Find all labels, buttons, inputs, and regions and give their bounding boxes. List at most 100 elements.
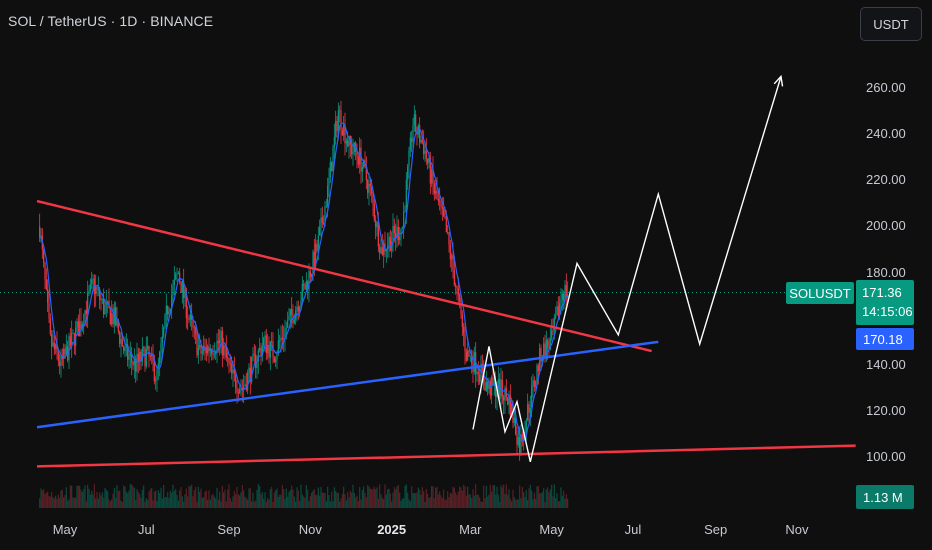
candle — [304, 282, 306, 290]
volume-bar — [200, 488, 202, 508]
candle — [357, 154, 359, 168]
candle — [404, 205, 406, 213]
volume-bar — [60, 490, 62, 508]
candle — [181, 280, 183, 304]
candle — [379, 243, 381, 260]
volume-bar — [401, 498, 403, 508]
volume-bar — [539, 493, 541, 508]
candle — [161, 324, 163, 355]
candle — [152, 344, 154, 372]
price-tick-label: 180.00 — [866, 264, 906, 280]
candle — [208, 337, 210, 364]
candle — [351, 136, 353, 160]
candle — [469, 355, 471, 362]
volume-bar — [85, 501, 87, 508]
candle — [427, 158, 429, 170]
candle — [397, 219, 399, 246]
candle — [101, 298, 103, 305]
volume-bar — [284, 498, 286, 508]
volume-bar — [192, 496, 194, 508]
volume-bar — [511, 501, 513, 508]
candle — [443, 197, 445, 218]
candle — [137, 347, 139, 374]
volume-bar — [324, 493, 326, 508]
candle — [368, 172, 370, 206]
volume-bar — [189, 486, 191, 508]
candle — [556, 301, 558, 316]
candle — [520, 424, 522, 456]
volume-bar — [260, 494, 262, 508]
volume-bar — [55, 495, 57, 508]
volume-bar — [119, 490, 121, 508]
volume-bar — [147, 499, 149, 508]
candle — [83, 313, 85, 335]
candle — [403, 202, 405, 239]
candle — [352, 138, 354, 166]
volume-bar — [537, 485, 539, 508]
candle — [461, 310, 463, 337]
volume-bar — [533, 492, 535, 508]
candle — [460, 297, 462, 319]
time-tick-label: Jul — [138, 522, 155, 537]
candle — [271, 332, 273, 351]
volume-bar — [445, 499, 447, 508]
candle — [111, 300, 113, 327]
volume-bar — [183, 501, 185, 508]
volume-bar — [253, 501, 255, 508]
volume-bar — [273, 492, 275, 508]
volume-bar — [432, 486, 434, 508]
volume-bar — [443, 489, 445, 508]
volume-bar — [197, 486, 199, 508]
candle — [269, 341, 271, 371]
candle — [139, 348, 141, 371]
candle — [175, 271, 177, 281]
candle — [299, 305, 301, 318]
time-tick-label: May — [52, 522, 78, 537]
volume-bar — [424, 501, 426, 508]
time-tick-label: Mar — [459, 522, 482, 537]
candle — [276, 350, 278, 370]
volume-bar — [491, 491, 493, 508]
candle — [365, 156, 367, 190]
candle — [420, 135, 422, 145]
candle — [543, 337, 545, 359]
volume-bar — [453, 487, 455, 508]
volume-bar — [329, 501, 331, 508]
price-tick-label: 100.00 — [866, 449, 906, 465]
currency-button[interactable]: USDT — [860, 7, 922, 41]
volume-bar — [459, 486, 461, 508]
volume-bar — [359, 486, 361, 508]
volume-bar — [395, 489, 397, 508]
volume-bar — [312, 490, 314, 508]
candle — [440, 199, 442, 215]
candle — [196, 329, 198, 358]
volume-bar — [61, 489, 63, 508]
volume-bar — [541, 492, 543, 508]
time-tick-label: Sep — [217, 522, 241, 537]
candle — [493, 377, 495, 396]
candle — [255, 345, 257, 379]
candle — [293, 313, 295, 325]
volume-bar — [177, 500, 179, 508]
volume-bar — [413, 493, 415, 508]
candle — [220, 327, 222, 354]
candle — [396, 215, 398, 248]
candle — [141, 337, 143, 367]
candle — [425, 138, 427, 166]
candle — [183, 268, 185, 309]
candle — [275, 356, 277, 368]
volume-bar — [405, 484, 407, 508]
volume-bar — [257, 484, 259, 508]
volume-bar — [52, 497, 54, 508]
candle — [389, 229, 391, 252]
candle — [432, 156, 434, 195]
volume-bar — [467, 486, 469, 508]
volume-bar — [333, 487, 335, 508]
volume-bar — [281, 485, 283, 508]
candle — [177, 271, 179, 275]
volume-bar — [307, 489, 309, 508]
candle — [451, 252, 453, 272]
candle — [464, 322, 466, 365]
volume-bar — [99, 492, 101, 508]
